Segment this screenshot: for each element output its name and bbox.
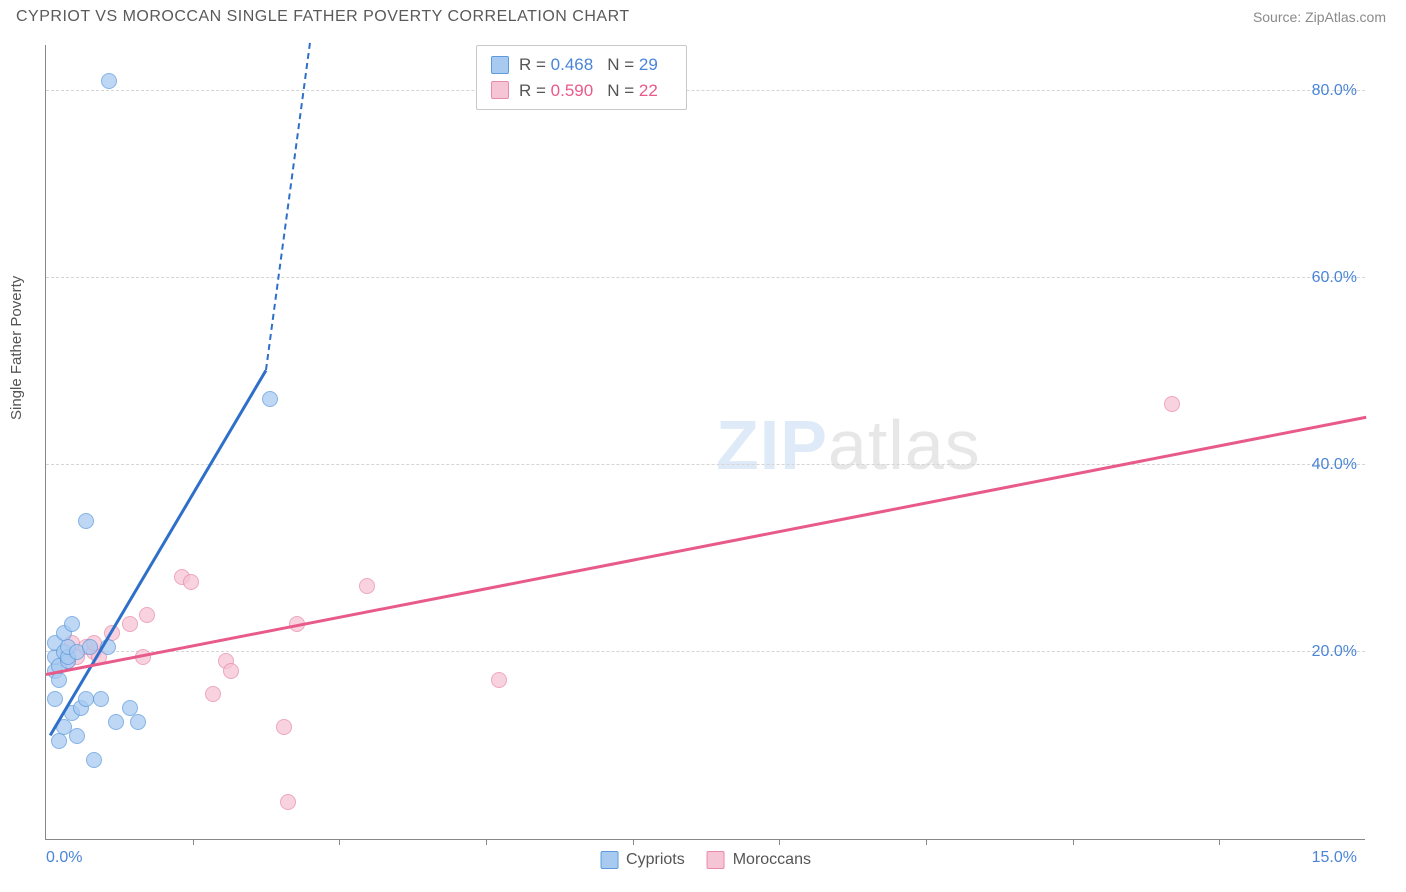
chart-plot-area: ZIPatlas 20.0% 40.0% 60.0% 80.0% R = 0.468N…: [45, 45, 1365, 840]
data-point: [69, 728, 85, 744]
data-point: [78, 513, 94, 529]
chart-source: Source: ZipAtlas.com: [1253, 9, 1386, 25]
data-point: [183, 574, 199, 590]
correlation-legend: R = 0.468N = 29 R = 0.590N = 22: [476, 45, 687, 110]
data-point: [47, 691, 63, 707]
data-point: [82, 639, 98, 655]
data-point: [64, 616, 80, 632]
data-point: [86, 752, 102, 768]
watermark: ZIPatlas: [716, 405, 981, 485]
swatch-cypriots: [491, 56, 509, 74]
chart-header: CYPRIOT VS MOROCCAN SINGLE FATHER POVERT…: [0, 0, 1406, 34]
data-point: [122, 616, 138, 632]
chart-title: CYPRIOT VS MOROCCAN SINGLE FATHER POVERT…: [16, 8, 630, 26]
data-point: [93, 691, 109, 707]
data-point: [139, 607, 155, 623]
legend-item-cypriots: Cypriots: [600, 851, 685, 869]
series-legend: Cypriots Moroccans: [600, 851, 811, 869]
y-tick-label: 40.0%: [1312, 456, 1357, 474]
y-tick-label: 80.0%: [1312, 82, 1357, 100]
data-point: [276, 719, 292, 735]
data-point: [51, 672, 67, 688]
x-axis-max-label: 15.0%: [1312, 849, 1357, 867]
data-point: [101, 73, 117, 89]
y-tick-label: 60.0%: [1312, 269, 1357, 287]
data-point: [1164, 396, 1180, 412]
data-point: [78, 691, 94, 707]
y-axis-label: Single Father Poverty: [8, 276, 25, 420]
data-point: [205, 686, 221, 702]
data-point: [491, 672, 507, 688]
data-point: [359, 578, 375, 594]
data-point: [262, 391, 278, 407]
legend-row-moroccans: R = 0.590N = 22: [491, 78, 672, 104]
data-point: [130, 714, 146, 730]
data-point: [223, 663, 239, 679]
data-point: [280, 794, 296, 810]
swatch-moroccans-icon: [707, 851, 725, 869]
x-axis-min-label: 0.0%: [46, 849, 82, 867]
legend-row-cypriots: R = 0.468N = 29: [491, 52, 672, 78]
trend-line: [265, 43, 311, 371]
swatch-moroccans: [491, 81, 509, 99]
y-tick-label: 20.0%: [1312, 643, 1357, 661]
legend-item-moroccans: Moroccans: [707, 851, 811, 869]
data-point: [108, 714, 124, 730]
data-point: [51, 733, 67, 749]
trend-line: [49, 369, 267, 735]
swatch-cypriots-icon: [600, 851, 618, 869]
trend-line: [46, 416, 1366, 676]
